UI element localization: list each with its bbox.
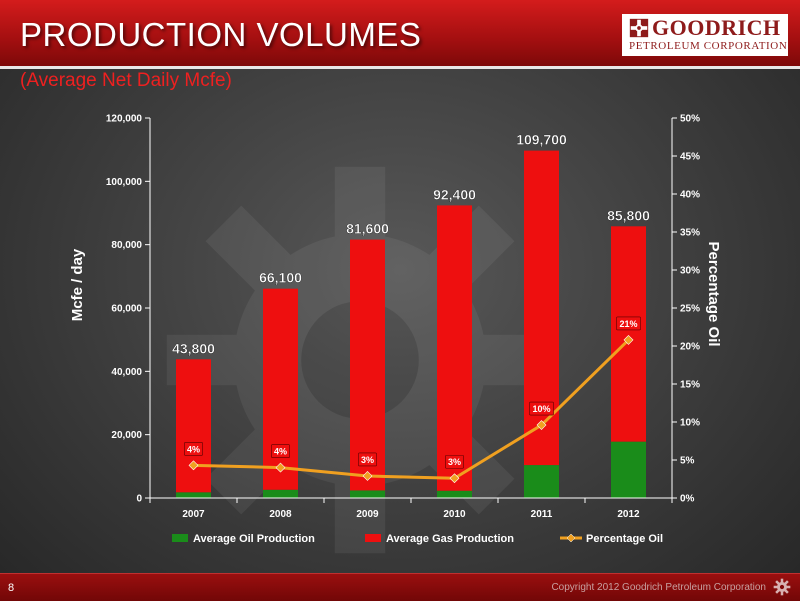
page-number: 8 — [8, 582, 15, 594]
y2-tick-label: 10% — [680, 418, 700, 429]
percentage-point-2011 — [536, 420, 547, 430]
gas-bar-2008 — [263, 288, 298, 490]
y2-tick-label: 5% — [680, 456, 695, 467]
company-logo: GOODRICH PETROLEUM CORPORATION — [622, 14, 788, 56]
percentage-point-2009 — [362, 471, 373, 481]
y-tick-label: 0 — [136, 494, 142, 505]
y-tick-label: 40,000 — [111, 367, 142, 378]
gas-bar-2010 — [437, 205, 472, 491]
percent-label-box — [445, 454, 464, 469]
page-title: PRODUCTION VOLUMES — [20, 16, 422, 53]
percent-label-box — [271, 444, 290, 458]
total-label-2011: 109,700 — [516, 132, 567, 148]
percent-label-2007: 4% — [187, 444, 200, 454]
header-divider — [0, 66, 800, 69]
x-tick-label: 2010 — [443, 509, 466, 520]
percent-label-2010: 3% — [448, 457, 461, 467]
legend: Average Oil Production Average Gas Produc… — [172, 533, 663, 545]
gear-icon — [629, 18, 649, 38]
y2-tick-label: 50% — [680, 114, 700, 125]
x-tick-label: 2009 — [356, 509, 379, 520]
total-label-2012: 85,800 — [607, 207, 650, 223]
oil-bar-2008 — [263, 489, 298, 498]
gas-bar-2012 — [611, 226, 646, 442]
axes-layer: 0 20,000 40,000 60,000 80,000 100,000 120,000 0… — [69, 114, 722, 521]
legend-label-oil: Average Oil Production — [193, 533, 315, 545]
percent-label-2009: 3% — [361, 455, 374, 465]
percentage-point-2008 — [275, 462, 286, 473]
percent-label-2011: 10% — [532, 404, 550, 414]
oil-bar-2012 — [611, 441, 646, 498]
percentage-point-2012 — [623, 334, 634, 345]
oil-bar-2009 — [350, 490, 385, 498]
percent-label-box — [358, 452, 377, 467]
legend-label-gas: Average Gas Production — [386, 533, 514, 545]
percentage-point-2010 — [449, 473, 460, 484]
total-label-2007: 43,800 — [172, 340, 215, 356]
y2-tick-label: 0% — [680, 494, 695, 505]
x-tick-label: 2007 — [182, 509, 205, 520]
x-tick-label: 2008 — [269, 509, 292, 520]
legend-label-percent: Percentage Oil — [586, 533, 663, 545]
labels-layer: 4% 4% 3% 3% 10% 21% 43,800 66,100 81,600 92,400 10… — [172, 131, 650, 469]
y2-tick-label: 40% — [680, 190, 700, 201]
y2-tick-label: 25% — [680, 304, 700, 315]
percent-label-2012: 21% — [619, 319, 637, 329]
legend-swatch-marker — [566, 533, 576, 543]
y-tick-label: 100,000 — [106, 177, 143, 188]
total-label-2010: 92,400 — [433, 186, 476, 202]
percent-label-box — [529, 401, 554, 416]
gear-icon — [773, 578, 791, 596]
oil-bar-2007 — [176, 492, 211, 498]
page-subtitle: (Average Net Daily Mcfe) — [20, 70, 232, 91]
footer-bar: 8 Copyright 2012 Goodrich Petroleum Corp… — [0, 573, 800, 601]
percentage-oil-line — [193, 338, 630, 480]
y2-tick-label: 20% — [680, 342, 700, 353]
copyright-text: Copyright 2012 Goodrich Petroleum Corpor… — [551, 582, 766, 593]
percent-label-box — [184, 442, 203, 456]
y2-tick-label: 15% — [680, 380, 700, 391]
x-tick-label: 2012 — [617, 509, 640, 520]
logo-tagline: PETROLEUM CORPORATION — [629, 40, 788, 52]
percentage-line-layer — [188, 334, 634, 484]
oil-bar-2011 — [524, 465, 559, 498]
total-label-2009: 81,600 — [346, 221, 389, 237]
percent-label-box — [616, 316, 641, 331]
title-bar: PRODUCTION VOLUMES GOODRICH PETROLEUM CO… — [0, 0, 800, 66]
legend-swatch-oil — [172, 534, 188, 542]
y-axis-title: Mcfe / day — [69, 248, 86, 321]
bars-layer — [176, 150, 646, 498]
y-tick-label: 120,000 — [106, 114, 143, 125]
y-tick-label: 80,000 — [111, 240, 142, 251]
legend-swatch-gas — [365, 534, 381, 542]
percentage-point-2007 — [188, 460, 199, 471]
y2-tick-label: 45% — [680, 152, 700, 163]
gas-bar-2009 — [350, 239, 385, 491]
logo-wordmark: GOODRICH — [652, 15, 781, 40]
y-tick-label: 20,000 — [111, 430, 142, 441]
oil-bar-2010 — [437, 490, 472, 498]
y2-tick-label: 35% — [680, 228, 700, 239]
total-label-2008: 66,100 — [259, 270, 302, 286]
gas-bar-2011 — [524, 150, 559, 466]
y2-axis-title: Percentage Oil — [705, 241, 722, 346]
x-tick-label: 2011 — [531, 509, 553, 520]
y-tick-label: 60,000 — [111, 304, 142, 315]
percent-label-2008: 4% — [274, 447, 287, 457]
y2-tick-label: 30% — [680, 266, 700, 277]
gas-bar-2007 — [176, 359, 211, 493]
